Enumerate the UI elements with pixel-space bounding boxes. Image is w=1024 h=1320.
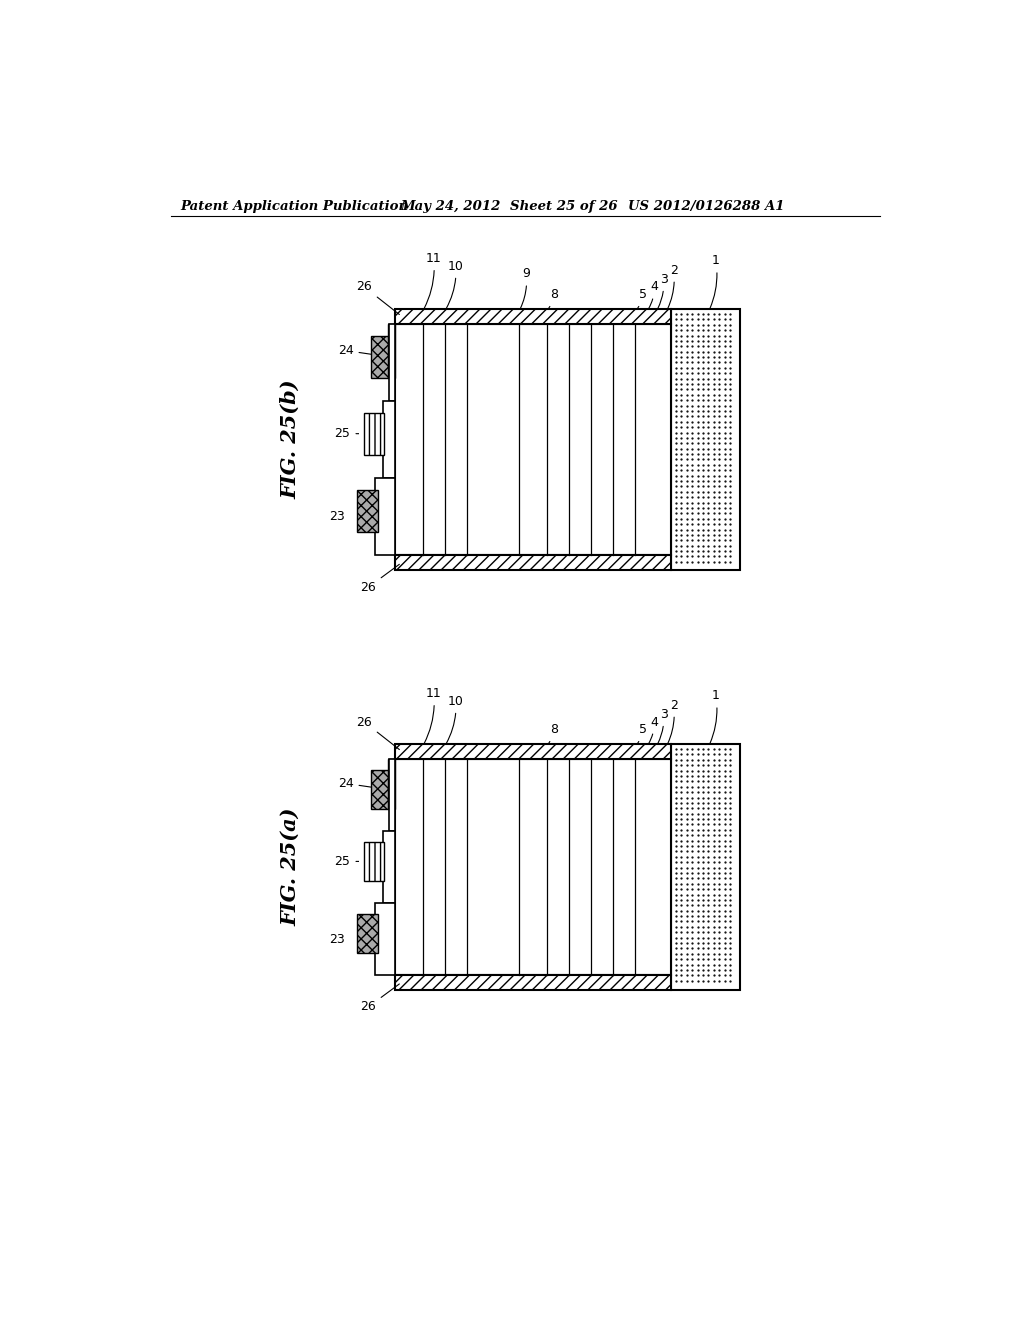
Polygon shape bbox=[383, 830, 395, 903]
Text: Patent Application Publication: Patent Application Publication bbox=[180, 199, 409, 213]
Text: 24: 24 bbox=[338, 777, 385, 789]
Text: 2: 2 bbox=[668, 698, 678, 743]
Text: 1: 1 bbox=[710, 689, 720, 743]
Bar bbox=[347, 478, 395, 554]
Text: 26: 26 bbox=[356, 715, 399, 750]
Text: 26: 26 bbox=[360, 983, 399, 1014]
Bar bbox=[395, 743, 671, 759]
Text: 26: 26 bbox=[360, 565, 399, 594]
Bar bbox=[356, 490, 378, 532]
Text: 3: 3 bbox=[657, 273, 668, 309]
Bar bbox=[371, 770, 388, 809]
Text: FIG. 25(b): FIG. 25(b) bbox=[281, 380, 301, 499]
Text: 26: 26 bbox=[356, 280, 399, 314]
Text: 1: 1 bbox=[710, 255, 720, 309]
Text: 8: 8 bbox=[549, 723, 558, 743]
Polygon shape bbox=[389, 759, 395, 830]
Bar bbox=[365, 842, 384, 882]
Bar bbox=[356, 913, 378, 953]
Text: 9: 9 bbox=[520, 268, 530, 309]
Bar bbox=[671, 309, 740, 570]
Text: 11: 11 bbox=[424, 252, 441, 309]
Text: 5: 5 bbox=[637, 723, 647, 743]
Text: 3: 3 bbox=[657, 708, 668, 743]
Text: FIG. 25(a): FIG. 25(a) bbox=[281, 808, 301, 927]
Text: 10: 10 bbox=[446, 694, 464, 743]
Bar bbox=[371, 323, 395, 401]
Text: May 24, 2012: May 24, 2012 bbox=[400, 199, 501, 213]
Text: 8: 8 bbox=[549, 288, 558, 309]
Bar bbox=[395, 759, 671, 974]
Text: 4: 4 bbox=[648, 280, 658, 309]
Text: 23: 23 bbox=[330, 933, 371, 946]
Text: 23: 23 bbox=[330, 511, 371, 523]
Text: 2: 2 bbox=[668, 264, 678, 309]
Text: 25: 25 bbox=[335, 855, 379, 869]
Text: 11: 11 bbox=[424, 686, 441, 743]
Bar bbox=[365, 412, 384, 455]
Text: 24: 24 bbox=[338, 345, 385, 356]
Bar bbox=[671, 743, 740, 990]
Polygon shape bbox=[388, 323, 395, 378]
Bar bbox=[371, 759, 395, 830]
Text: 4: 4 bbox=[648, 715, 658, 743]
Polygon shape bbox=[375, 903, 395, 974]
Bar bbox=[395, 309, 671, 323]
Polygon shape bbox=[375, 478, 395, 554]
Bar bbox=[395, 974, 671, 990]
Bar bbox=[347, 903, 395, 974]
Bar bbox=[395, 554, 671, 570]
Bar bbox=[359, 830, 395, 903]
Text: 10: 10 bbox=[446, 260, 464, 309]
Text: 5: 5 bbox=[637, 288, 647, 309]
Text: Sheet 25 of 26: Sheet 25 of 26 bbox=[510, 199, 617, 213]
Bar bbox=[395, 323, 671, 554]
Text: US 2012/0126288 A1: US 2012/0126288 A1 bbox=[628, 199, 784, 213]
Polygon shape bbox=[388, 759, 395, 809]
Bar bbox=[359, 401, 395, 478]
Polygon shape bbox=[383, 401, 395, 478]
Polygon shape bbox=[389, 323, 395, 401]
Text: 25: 25 bbox=[335, 428, 379, 440]
Bar bbox=[371, 335, 388, 378]
